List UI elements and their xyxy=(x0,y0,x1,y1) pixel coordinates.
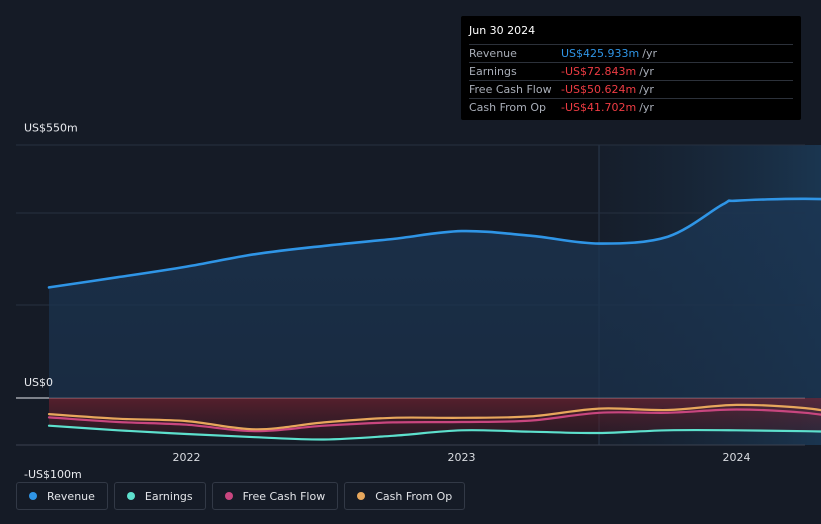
y-tick-label: -US$100m xyxy=(24,468,82,480)
cash-from-op-dot-icon xyxy=(357,492,366,500)
x-tick-label: 2024 xyxy=(723,451,751,464)
tooltip-value: -US$72.843m xyxy=(561,65,637,78)
tooltip-row-free-cash-flow: Free Cash Flow -US$50.624m /yr xyxy=(469,80,793,98)
tooltip-row-cash-from-op: Cash From Op -US$41.702m /yr xyxy=(469,98,793,116)
tooltip-value: -US$50.624m xyxy=(561,83,637,96)
legend-item-revenue[interactable]: Revenue xyxy=(16,482,108,510)
y-tick-label: US$550m xyxy=(24,121,78,134)
tooltip-date: Jun 30 2024 xyxy=(469,24,536,37)
revenue-area-past xyxy=(49,198,821,398)
legend-item-cash-from-op[interactable]: Cash From Op xyxy=(344,482,466,510)
legend-label: Earnings xyxy=(144,489,193,503)
tooltip-value: US$425.933m xyxy=(561,47,640,60)
free-cash-flow-line xyxy=(47,408,821,433)
earnings-dot-icon xyxy=(126,492,135,500)
series-lines xyxy=(47,197,821,441)
revenue-dot-icon xyxy=(29,492,37,500)
axis-labels: US$550mUS$0-US$100m20222023202420252026P… xyxy=(24,121,751,480)
tooltip-row-revenue: Revenue US$425.933m /yr xyxy=(469,44,793,62)
tooltip-unit: /yr xyxy=(639,101,654,114)
tooltip-label: Revenue xyxy=(469,47,517,60)
legend: Revenue Earnings Free Cash Flow Cash Fro… xyxy=(16,482,466,510)
tooltip-label: Free Cash Flow xyxy=(469,83,552,96)
y-tick-label: US$0 xyxy=(24,376,53,389)
tooltip-panel: Jun 30 2024 Revenue US$425.933m /yr Earn… xyxy=(461,16,801,120)
tooltip-row-earnings: Earnings -US$72.843m /yr xyxy=(469,62,793,80)
tooltip-unit: /yr xyxy=(639,65,654,78)
tooltip-label: Cash From Op xyxy=(469,101,547,114)
legend-item-earnings[interactable]: Earnings xyxy=(113,482,206,510)
legend-label: Free Cash Flow xyxy=(242,489,326,503)
x-tick-label: 2023 xyxy=(448,451,476,464)
earnings-line xyxy=(47,424,821,441)
tooltip-label: Earnings xyxy=(469,65,517,78)
chart: US$550mUS$0-US$100m20222023202420252026P… xyxy=(16,121,821,480)
tooltip-unit: /yr xyxy=(642,47,657,60)
cash-from-op-line xyxy=(47,403,821,431)
legend-label: Cash From Op xyxy=(375,489,453,503)
tooltip-unit: /yr xyxy=(639,83,654,96)
x-tick-label: 2022 xyxy=(173,451,201,464)
legend-item-free-cash-flow[interactable]: Free Cash Flow xyxy=(211,482,339,510)
revenue-line xyxy=(47,197,821,289)
tooltip-value: -US$41.702m xyxy=(561,101,637,114)
free-cash-flow-dot-icon xyxy=(224,492,233,500)
legend-label: Revenue xyxy=(47,489,95,503)
